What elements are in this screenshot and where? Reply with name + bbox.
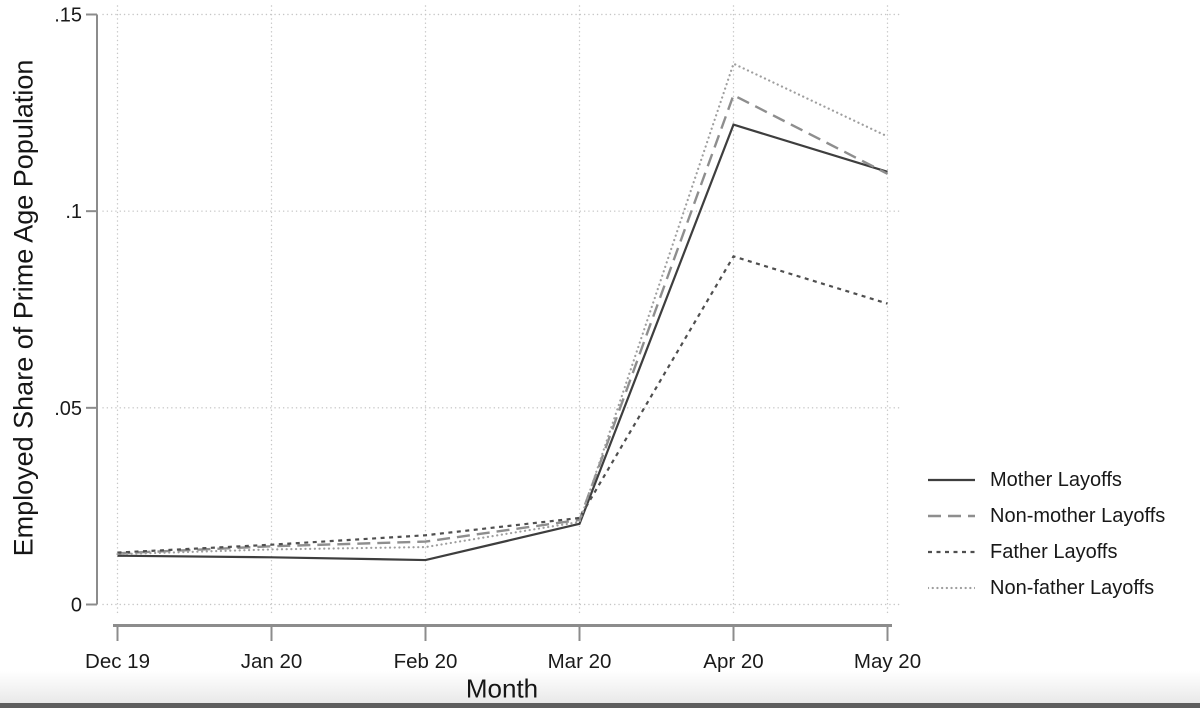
svg-text:Apr 20: Apr 20	[703, 650, 763, 673]
legend-label: Father Layoffs	[990, 540, 1118, 563]
series-line	[117, 93, 889, 555]
legend-label: Non-mother Layoffs	[990, 504, 1166, 527]
legend-item-non-father: Non-father Layoffs	[928, 570, 1165, 606]
legend-line-swatch	[928, 550, 975, 554]
svg-text:May 20: May 20	[854, 650, 921, 673]
svg-text:.15: .15	[54, 5, 82, 27]
legend-line-swatch	[928, 586, 975, 590]
legend-label: Non-father Layoffs	[990, 576, 1155, 599]
legend-line-swatch	[928, 478, 975, 482]
svg-text:.05: .05	[54, 398, 82, 420]
legend-label: Mother Layoffs	[990, 468, 1122, 491]
x-axis-title: Month	[465, 673, 539, 704]
svg-text:Feb 20: Feb 20	[394, 650, 458, 673]
svg-text:Dec 19: Dec 19	[85, 650, 150, 673]
svg-text:.1: .1	[65, 201, 82, 223]
bottom-gradient-band	[0, 671, 1200, 703]
series-line	[117, 123, 888, 562]
svg-text:Mar 20: Mar 20	[548, 650, 612, 673]
legend-item-mother: Mother Layoffs	[928, 462, 1165, 498]
series-line	[116, 62, 889, 556]
svg-text:0: 0	[71, 595, 82, 617]
chart-legend: Mother Layoffs Non-mother Layoffs Father…	[928, 462, 1165, 606]
y-axis-title: Employed Share of Prime Age Population	[8, 59, 39, 557]
svg-text:Jan 20: Jan 20	[241, 650, 303, 673]
legend-item-father: Father Layoffs	[928, 534, 1165, 570]
bottom-edge-strip	[0, 703, 1200, 708]
series-line	[117, 255, 888, 554]
legend-item-non-mother: Non-mother Layoffs	[928, 498, 1165, 534]
legend-line-swatch	[928, 514, 975, 518]
